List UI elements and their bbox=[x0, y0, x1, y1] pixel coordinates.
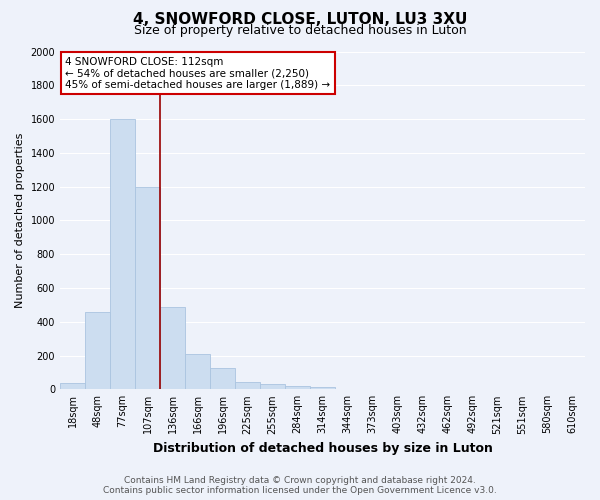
Text: 4 SNOWFORD CLOSE: 112sqm
← 54% of detached houses are smaller (2,250)
45% of sem: 4 SNOWFORD CLOSE: 112sqm ← 54% of detach… bbox=[65, 56, 331, 90]
Bar bbox=[110, 119, 135, 390]
Bar bbox=[310, 387, 335, 390]
Bar bbox=[185, 354, 210, 390]
Y-axis label: Number of detached properties: Number of detached properties bbox=[15, 132, 25, 308]
Bar bbox=[60, 384, 85, 390]
X-axis label: Distribution of detached houses by size in Luton: Distribution of detached houses by size … bbox=[152, 442, 493, 455]
Text: Size of property relative to detached houses in Luton: Size of property relative to detached ho… bbox=[134, 24, 466, 37]
Bar bbox=[160, 306, 185, 390]
Text: 4, SNOWFORD CLOSE, LUTON, LU3 3XU: 4, SNOWFORD CLOSE, LUTON, LU3 3XU bbox=[133, 12, 467, 28]
Bar bbox=[235, 382, 260, 390]
Bar bbox=[135, 186, 160, 390]
Bar bbox=[260, 384, 285, 390]
Bar bbox=[210, 368, 235, 390]
Bar bbox=[85, 312, 110, 390]
Text: Contains HM Land Registry data © Crown copyright and database right 2024.
Contai: Contains HM Land Registry data © Crown c… bbox=[103, 476, 497, 495]
Bar bbox=[285, 386, 310, 390]
